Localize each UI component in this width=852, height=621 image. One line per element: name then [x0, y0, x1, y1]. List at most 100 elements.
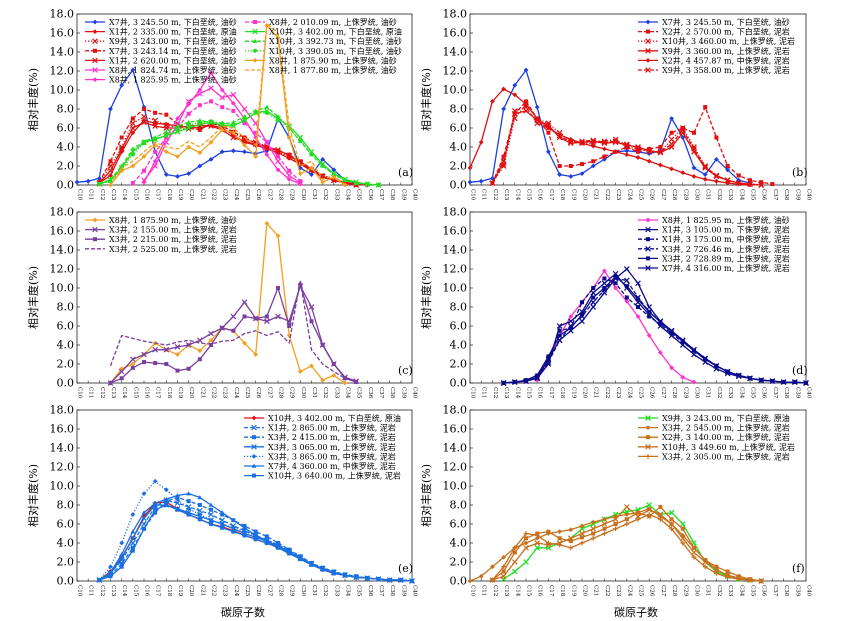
data-point — [623, 266, 630, 272]
legend-marker — [251, 415, 257, 421]
x-tick-label: C15 — [132, 189, 138, 201]
series — [96, 491, 415, 583]
data-point — [107, 167, 114, 174]
x-tick-label: C31 — [311, 387, 317, 398]
data-point — [175, 368, 180, 373]
x-tick-label: C28 — [278, 387, 284, 399]
legend-marker — [645, 425, 651, 430]
data-point — [130, 146, 136, 151]
data-point — [287, 551, 292, 556]
data-point — [780, 379, 787, 385]
data-point — [692, 348, 696, 353]
data-point — [163, 172, 169, 177]
data-point — [197, 120, 202, 125]
data-point — [130, 548, 135, 553]
x-tick-label: C31 — [311, 189, 317, 200]
data-point — [500, 380, 507, 386]
x-tick-label: C39 — [794, 585, 800, 597]
series — [500, 266, 809, 386]
data-point — [546, 149, 551, 155]
y-tick-label: 8.0 — [450, 499, 468, 512]
data-point — [130, 125, 136, 131]
data-point — [580, 300, 584, 305]
data-point — [119, 135, 124, 140]
x-axis-label-left: 碳原子数 — [221, 605, 265, 619]
x-tick-label: C10 — [77, 189, 83, 201]
data-point — [613, 281, 618, 286]
x-tick-label: C20 — [188, 387, 194, 399]
data-point — [646, 158, 652, 164]
data-point — [219, 521, 225, 527]
x-tick-label: C12 — [99, 585, 105, 596]
legend-marker — [252, 58, 258, 63]
y-tick-label: 14.0 — [50, 46, 75, 59]
legend-entry: X10井, 3 402.00 m, 下白垩统, 原油 — [245, 27, 402, 37]
data-point — [119, 82, 125, 88]
x-tick-label: C39 — [400, 585, 406, 597]
data-point — [680, 374, 686, 380]
data-point — [703, 105, 708, 110]
data-point — [242, 114, 247, 119]
data-point — [141, 154, 147, 159]
data-point — [658, 350, 663, 355]
data-point — [613, 285, 618, 291]
legend-label: X8井, 1 825.95 m, 上侏罗统, 油砂 — [109, 75, 237, 85]
series-line — [491, 100, 773, 185]
x-tick-label: C13 — [503, 387, 509, 399]
series — [109, 22, 346, 186]
data-point — [546, 130, 551, 135]
data-point — [635, 280, 641, 287]
data-point — [500, 161, 507, 167]
data-point — [163, 129, 169, 134]
data-point — [490, 577, 495, 583]
x-tick-label: C36 — [367, 189, 373, 201]
data-point — [557, 132, 562, 138]
data-point — [501, 86, 506, 92]
data-point — [230, 313, 237, 320]
data-point — [197, 507, 203, 514]
data-point — [758, 182, 765, 188]
data-point — [692, 130, 696, 135]
series-line — [503, 275, 807, 384]
data-point — [197, 163, 203, 169]
x-tick-label: C29 — [289, 585, 295, 597]
y-tick-label: 12.0 — [443, 263, 468, 276]
data-point — [253, 529, 258, 534]
data-point — [534, 540, 541, 546]
legend-entry: X10井, 3 640.00 m, 上侏罗统, 泥岩 — [244, 471, 401, 481]
data-point — [220, 124, 225, 129]
x-tick-label: C14 — [514, 387, 520, 399]
data-point — [602, 276, 607, 281]
x-tick-label: C12 — [99, 387, 105, 398]
data-point — [276, 286, 280, 290]
data-point — [636, 510, 640, 515]
data-point — [647, 309, 652, 314]
data-point — [591, 295, 596, 300]
data-point — [130, 67, 136, 73]
data-point — [130, 529, 136, 534]
data-point — [197, 87, 203, 93]
x-tick-label: C32 — [322, 189, 328, 200]
y-tick-label: 2.0 — [57, 556, 75, 569]
data-point — [185, 342, 192, 348]
data-point — [242, 149, 247, 155]
data-point — [680, 170, 686, 176]
data-point — [602, 268, 607, 274]
legend-marker — [92, 29, 98, 34]
legend-label: X1井, 2 865.00 m, 上侏罗统, 泥岩 — [268, 423, 396, 433]
legend-marker — [645, 19, 651, 25]
data-point — [208, 156, 214, 162]
x-tick-label: C36 — [761, 585, 767, 597]
data-point — [286, 333, 292, 338]
data-point — [230, 119, 236, 125]
data-point — [275, 167, 281, 173]
x-tick-label: C29 — [682, 387, 688, 399]
series-line — [109, 24, 346, 186]
data-point — [714, 564, 719, 569]
data-point — [108, 381, 113, 385]
data-point — [668, 136, 675, 143]
data-point — [197, 503, 202, 507]
legend-marker — [252, 28, 258, 35]
legend-entry: X8井, 1 875.90 m, 上侏罗统, 油砂 — [85, 215, 237, 225]
data-point — [624, 295, 629, 300]
